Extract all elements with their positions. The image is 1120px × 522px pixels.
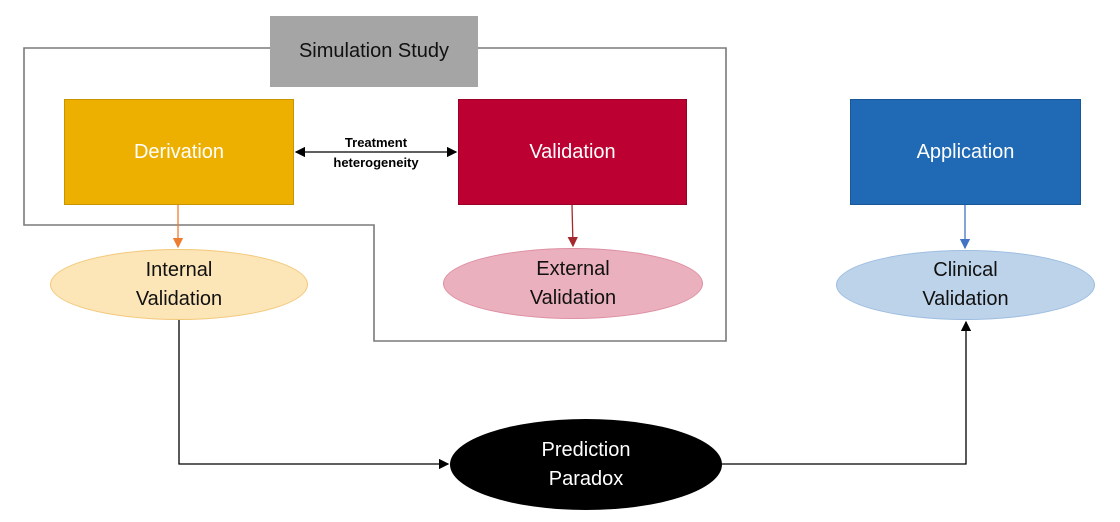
- derivation-node: Derivation: [64, 99, 294, 205]
- validation-to-external-arrow: [567, 204, 578, 248]
- paradox-to-clinical-arrow: [722, 320, 972, 465]
- prediction-paradox-node: Prediction Paradox: [450, 419, 722, 510]
- clinical-line1: Clinical: [933, 259, 998, 281]
- internal-line1: Internal: [145, 258, 213, 281]
- simulation-study-frame: [23, 47, 727, 342]
- internal-to-paradox-arrow: [178, 320, 450, 470]
- validation-node: Validation: [458, 99, 687, 205]
- clinical-line2: Validation: [922, 288, 1009, 310]
- application-node: Application: [850, 99, 1081, 205]
- treatment-line1: Treatment: [344, 135, 408, 150]
- treatment-heterogeneity-label: Treatment heterogeneity: [306, 133, 446, 173]
- external-line1: External: [536, 257, 610, 280]
- validation-label: Validation: [529, 140, 616, 163]
- external-validation-node: External Validation: [443, 248, 703, 319]
- simulation-study-label: Simulation Study: [270, 16, 478, 87]
- paradox-line1: Prediction: [541, 438, 631, 461]
- internal-validation-node: Internal Validation: [50, 249, 308, 320]
- derivation-label: Derivation: [133, 140, 225, 163]
- treatment-line2: heterogeneity: [333, 155, 419, 170]
- simulation-study-text: Simulation Study: [298, 40, 450, 62]
- clinical-validation-node: Clinical Validation: [836, 250, 1095, 320]
- application-label: Application: [916, 140, 1015, 163]
- external-line2: Validation: [529, 286, 617, 309]
- paradox-line2: Paradox: [548, 467, 624, 490]
- internal-line2: Validation: [135, 287, 223, 310]
